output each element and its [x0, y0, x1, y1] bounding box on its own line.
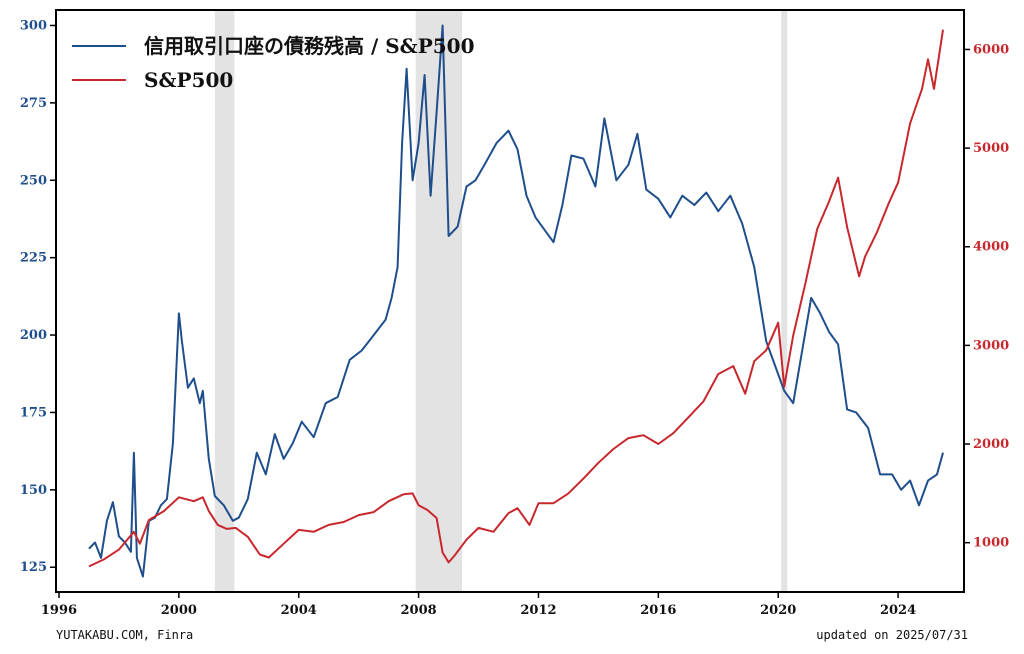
- recession-shading: [214, 10, 788, 592]
- left-tick-label: 150: [20, 483, 47, 498]
- x-tick-label: 1996: [41, 603, 77, 618]
- left-tick-label: 175: [20, 405, 47, 420]
- footer-source: YUTAKABU.COM, Finra: [56, 628, 194, 642]
- legend-label-0: 信用取引口座の債務残高 / S&P500: [144, 34, 475, 58]
- x-tick-label: 2016: [640, 603, 676, 618]
- left-tick-label: 225: [20, 251, 47, 266]
- right-tick-label: 5000: [973, 141, 1009, 156]
- plot-frame: [55, 9, 965, 593]
- x-tick-label: 2020: [760, 603, 796, 618]
- series-line-1: [88, 29, 944, 568]
- x-tick-label: 2004: [281, 603, 317, 618]
- x-tick-label: 2024: [880, 603, 916, 618]
- x-tick-label: 2012: [520, 603, 556, 618]
- left-tick-label: 275: [20, 96, 47, 111]
- right-y-axis: 1000 2000 3000 4000 5000 6000: [964, 42, 1009, 551]
- left-y-axis: 125 150 175 200 225 250 275 300: [20, 18, 56, 575]
- left-tick-label: 250: [20, 173, 47, 188]
- right-tick-label: 1000: [973, 536, 1009, 551]
- legend-label-1: S&P500: [144, 68, 233, 92]
- left-tick-label: 300: [20, 18, 47, 33]
- left-tick-label: 200: [20, 328, 47, 343]
- right-tick-label: 4000: [973, 240, 1009, 255]
- recession-band-2: [781, 10, 788, 592]
- series-line-0: [88, 24, 944, 578]
- x-tick-label: 2000: [161, 603, 197, 618]
- right-tick-label: 3000: [973, 338, 1009, 353]
- series-lines: [88, 24, 944, 578]
- footer-updated: updated on 2025/07/31: [816, 628, 968, 642]
- legend: 信用取引口座の債務残高 / S&P500 S&P500: [72, 34, 475, 92]
- x-tick-label: 2008: [401, 603, 437, 618]
- recession-band-0: [214, 10, 235, 592]
- right-tick-label: 2000: [973, 437, 1009, 452]
- right-tick-label: 6000: [973, 42, 1009, 57]
- x-axis: 1996 2000 2004 2008 2012 2016 2020 2024: [41, 592, 916, 618]
- recession-band-1: [415, 10, 463, 592]
- left-tick-label: 125: [20, 560, 47, 575]
